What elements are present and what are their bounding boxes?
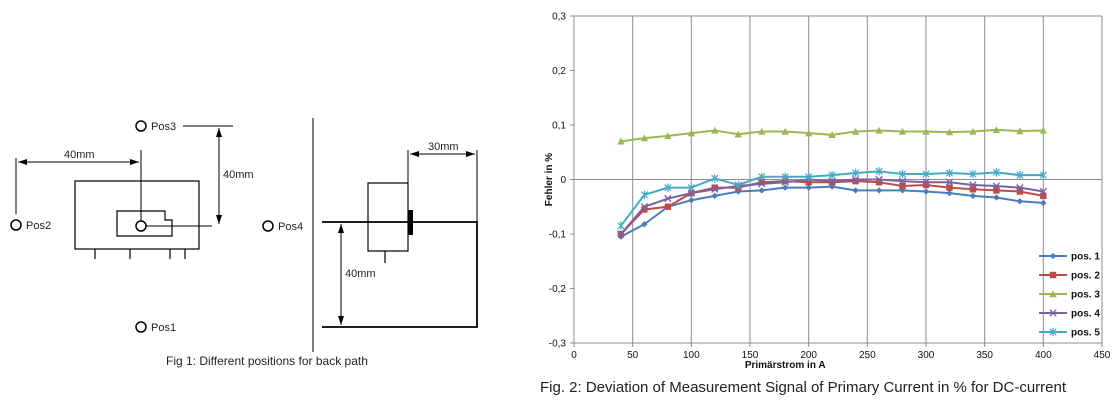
y-tick-label-0: -0,3 [549,339,567,350]
series-1-point-16 [993,194,999,200]
series-1-point-18 [1040,200,1046,206]
y-tick-label-2: -0,1 [549,230,567,241]
y-tick-label-1: -0,2 [549,284,567,295]
chart-caption: Fig. 2: Deviation of Measurement Signal … [540,379,1066,396]
series-1-point-10 [852,187,858,193]
x-tick-label-9: 450 [1094,350,1111,361]
legend: pos. 1 pos. 2 pos. 3 pos. 4 pos. 5 [1039,252,1100,339]
axes: -0,3 -0,2 -0,1 0 0,1 0,2 0,3 0 50 100 150 200 250 300… [544,12,1111,372]
x-tick-label-5: 250 [859,350,876,361]
x-tick-label-8: 400 [1035,350,1052,361]
series-1-point-3 [688,197,694,203]
y-tick-label-4: 0,1 [552,121,566,132]
x-tick-label-1: 50 [627,350,639,361]
series-5-point-0 [618,222,624,230]
legend-item-3: pos. 3 [1039,290,1100,301]
legend-label-3: pos. 3 [1071,290,1100,301]
legend-item-1: pos. 1 [1039,252,1100,263]
series-1-point-4 [712,193,718,199]
x-tick-label-0: 0 [571,350,577,361]
y-axis-title: Fehler in % [544,153,555,206]
x-tick-label-2: 100 [683,350,700,361]
legend-label-2: pos. 2 [1071,271,1100,282]
y-tick-label-3: 0 [560,175,566,186]
series [617,126,1047,240]
legend-label-5: pos. 5 [1071,328,1100,339]
series-1-point-11 [876,187,882,193]
x-tick-label-7: 350 [976,350,993,361]
x-tick-label-6: 300 [918,350,935,361]
series-3 [617,126,1047,144]
legend-label-4: pos. 4 [1071,309,1100,320]
legend-marker-2 [1050,272,1056,278]
y-tick-label-6: 0,3 [552,12,566,23]
series-1-point-14 [946,190,952,196]
x-axis-title: Primärstrom in A [745,360,826,371]
legend-item-4: pos. 4 [1039,309,1100,320]
series-1-point-8 [805,184,811,190]
series-1 [618,183,1047,240]
legend-marker-1 [1050,253,1056,259]
series-1-point-15 [970,193,976,199]
legend-label-1: pos. 1 [1071,252,1100,263]
series-1-point-17 [1017,198,1023,204]
y-tick-label-5: 0,2 [552,66,566,77]
legend-item-2: pos. 2 [1039,271,1100,282]
series-1-point-13 [923,188,929,194]
series-1-point-6 [759,187,765,193]
series-2-point-2 [665,204,671,210]
legend-item-5: pos. 5 [1039,328,1100,339]
